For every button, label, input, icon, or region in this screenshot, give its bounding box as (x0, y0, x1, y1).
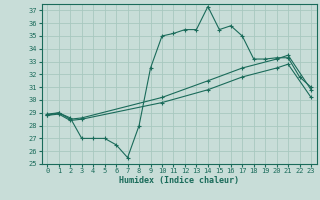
X-axis label: Humidex (Indice chaleur): Humidex (Indice chaleur) (119, 176, 239, 185)
